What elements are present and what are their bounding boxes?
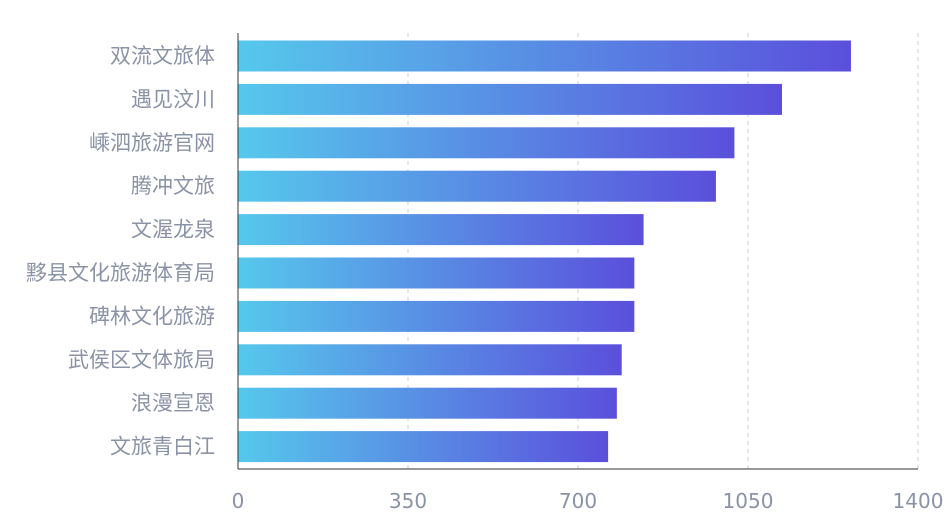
x-tick-labels: 0 350 700 1050 1400	[232, 489, 944, 513]
bar	[238, 257, 635, 289]
category-label: 腾冲文旅	[131, 174, 215, 198]
x-tick-label: 1400	[893, 489, 944, 513]
axes	[237, 33, 918, 470]
x-tick-label: 700	[559, 489, 597, 513]
bar	[238, 83, 782, 115]
bar	[238, 344, 622, 376]
bars	[238, 40, 851, 463]
category-label: 嵊泗旅游官网	[89, 131, 215, 155]
x-tick-label: 1050	[723, 489, 774, 513]
category-labels: 双流文旅体遇见汶川嵊泗旅游官网腾冲文旅文渥龙泉黟县文化旅游体育局碑林文化旅游武侯…	[26, 44, 215, 459]
x-tick-label: 0	[232, 489, 245, 513]
category-label: 黟县文化旅游体育局	[26, 261, 215, 285]
bar	[238, 431, 609, 463]
bar	[238, 40, 851, 72]
bar	[238, 127, 735, 159]
bar	[238, 170, 716, 202]
x-tick-label: 350	[389, 489, 427, 513]
category-label: 武侯区文体旅局	[68, 348, 215, 372]
category-label: 遇见汶川	[131, 87, 215, 111]
category-label: 浪漫宣恩	[131, 391, 215, 415]
category-label: 文旅青白江	[110, 435, 215, 459]
bar	[238, 387, 617, 419]
category-label: 碑林文化旅游	[89, 304, 215, 328]
category-label: 文渥龙泉	[131, 218, 215, 242]
bar	[238, 300, 635, 332]
bar	[238, 214, 644, 246]
category-label: 双流文旅体	[110, 44, 215, 68]
